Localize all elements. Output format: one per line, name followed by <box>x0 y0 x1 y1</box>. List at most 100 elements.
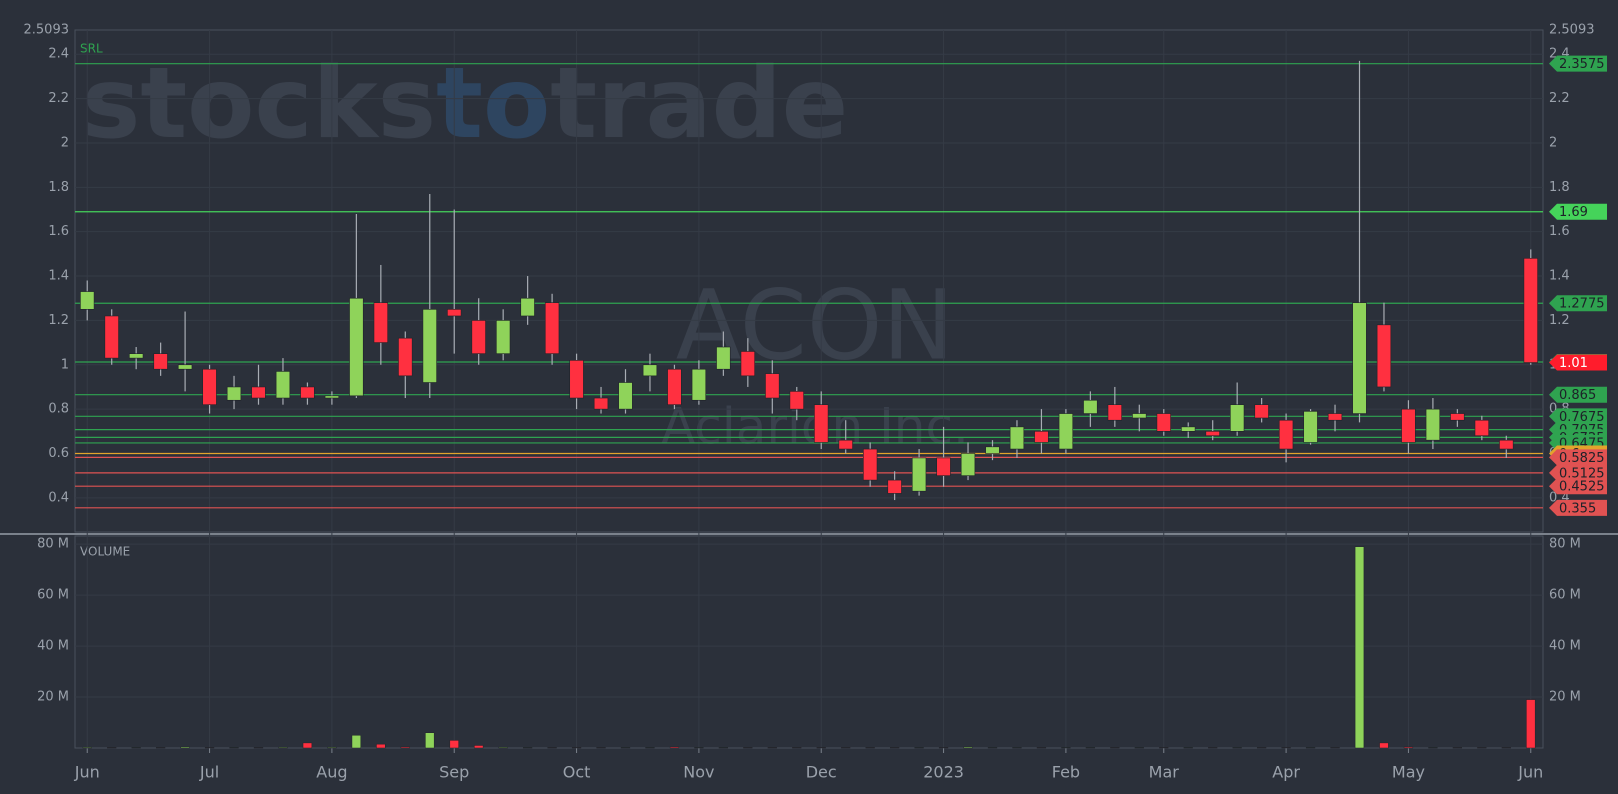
level-badge-shape <box>1549 203 1607 220</box>
volume-bar <box>1110 747 1120 749</box>
volume-bar <box>376 743 386 749</box>
volume-bar <box>1501 747 1511 749</box>
x-tick-label: Dec <box>806 763 837 782</box>
candle-body <box>1034 431 1049 443</box>
y-tick-label-right: 1.4 <box>1549 269 1570 284</box>
candle-body <box>1376 324 1392 388</box>
y-tick-label: 60 M <box>37 588 69 603</box>
candle-body <box>520 297 535 317</box>
y-tick-label-right: 40 M <box>1549 639 1581 654</box>
candle-body <box>422 309 437 383</box>
x-tick-label: 2023 <box>923 763 964 782</box>
candle-body <box>740 351 755 377</box>
x-tick-label: Mar <box>1149 763 1180 782</box>
candle-body <box>1181 426 1196 432</box>
level-badge: 2.3575 <box>1549 55 1607 72</box>
candle-body <box>667 368 682 405</box>
candle-body <box>1254 404 1269 419</box>
volume-bar <box>1085 747 1096 749</box>
level-badge: 0.4525 <box>1549 478 1607 495</box>
level-badge-shape <box>1549 499 1607 516</box>
candle-body <box>716 346 731 370</box>
level-badge: 0.7675 <box>1549 408 1607 425</box>
candle-body <box>1474 419 1489 437</box>
candle-body <box>129 353 144 359</box>
y-tick-label: 1.6 <box>48 224 69 239</box>
y-tick-label: 1.2 <box>48 313 69 328</box>
level-badge-label: 1.69 <box>1559 205 1588 220</box>
volume-bar <box>889 747 900 749</box>
y-tick-label: 2.2 <box>48 91 69 106</box>
candle-body <box>324 395 340 399</box>
candle-body <box>153 353 168 370</box>
y-tick-label: 2.4 <box>48 47 69 62</box>
level-badge: 0.865 <box>1549 386 1607 403</box>
volume-bar <box>1208 747 1218 749</box>
indicator-label: SRL <box>80 42 103 56</box>
volume-bar <box>1281 747 1291 749</box>
volume-bar <box>1012 747 1022 749</box>
level-badge-shape <box>1549 478 1607 495</box>
candle-body <box>936 457 951 476</box>
last-price-badge-shape <box>1549 354 1607 371</box>
candle-body <box>863 448 878 481</box>
volume-bar <box>1256 747 1267 749</box>
volume-bar <box>425 732 435 749</box>
candle-body <box>349 297 364 397</box>
volume-bar <box>767 747 777 749</box>
y-tick-label: 2.5093 <box>24 23 70 38</box>
candle-body <box>642 364 658 377</box>
last-price-badge-label: 1.01 <box>1559 356 1588 371</box>
level-badge-shape <box>1549 464 1607 481</box>
y-tick-label: 0.6 <box>48 446 69 461</box>
volume-bar <box>1477 747 1487 749</box>
level-badge-shape <box>1549 449 1607 466</box>
y-tick-label: 1 <box>61 357 69 372</box>
candle-body <box>1083 399 1098 414</box>
candle-body <box>1450 413 1465 421</box>
y-tick-label-right: 60 M <box>1549 588 1581 603</box>
candle-body <box>911 457 927 492</box>
level-badge-label: 0.5125 <box>1559 466 1605 481</box>
y-tick-label: 1.8 <box>48 180 69 195</box>
volume-bar <box>694 747 704 749</box>
candle-body <box>960 453 976 476</box>
y-tick-label: 1.4 <box>48 269 69 284</box>
price-panel-frame <box>74 29 1544 533</box>
x-tick-label: Nov <box>683 763 714 782</box>
x-tick-label: Aug <box>316 763 347 782</box>
x-tick-label: May <box>1392 763 1425 782</box>
volume-bar <box>596 747 606 749</box>
volume-bar <box>302 742 313 749</box>
volume-bar <box>620 747 631 749</box>
level-badge-label: 0.5825 <box>1559 451 1605 466</box>
volume-bar <box>669 746 680 749</box>
level-badge-label: 0.355 <box>1559 501 1596 516</box>
x-tick-label: Feb <box>1052 763 1080 782</box>
y-tick-label: 0.4 <box>48 490 69 505</box>
volume-bar <box>1354 546 1365 749</box>
volume-panel-frame <box>74 535 1544 749</box>
brand-part: to <box>436 47 550 161</box>
volume-bar <box>351 735 362 749</box>
volume-bar <box>1134 747 1144 749</box>
volume-bar <box>400 746 410 749</box>
volume-bar <box>1232 747 1242 749</box>
volume-bar <box>1379 742 1389 749</box>
candle-body <box>1327 413 1343 421</box>
x-tick-label: Jul <box>199 763 219 782</box>
candle-body <box>544 302 560 354</box>
candle-body <box>300 386 315 399</box>
level-badge-shape <box>1549 408 1607 425</box>
volume-bar <box>645 747 655 749</box>
volume-bar <box>1305 747 1316 749</box>
panel-separator <box>0 533 1618 535</box>
volume-bar <box>82 746 92 749</box>
volume-bar <box>571 747 582 749</box>
volume-bar <box>522 747 533 749</box>
candle-body <box>447 309 462 317</box>
candle-body <box>569 360 584 399</box>
candle-body <box>1352 302 1367 414</box>
